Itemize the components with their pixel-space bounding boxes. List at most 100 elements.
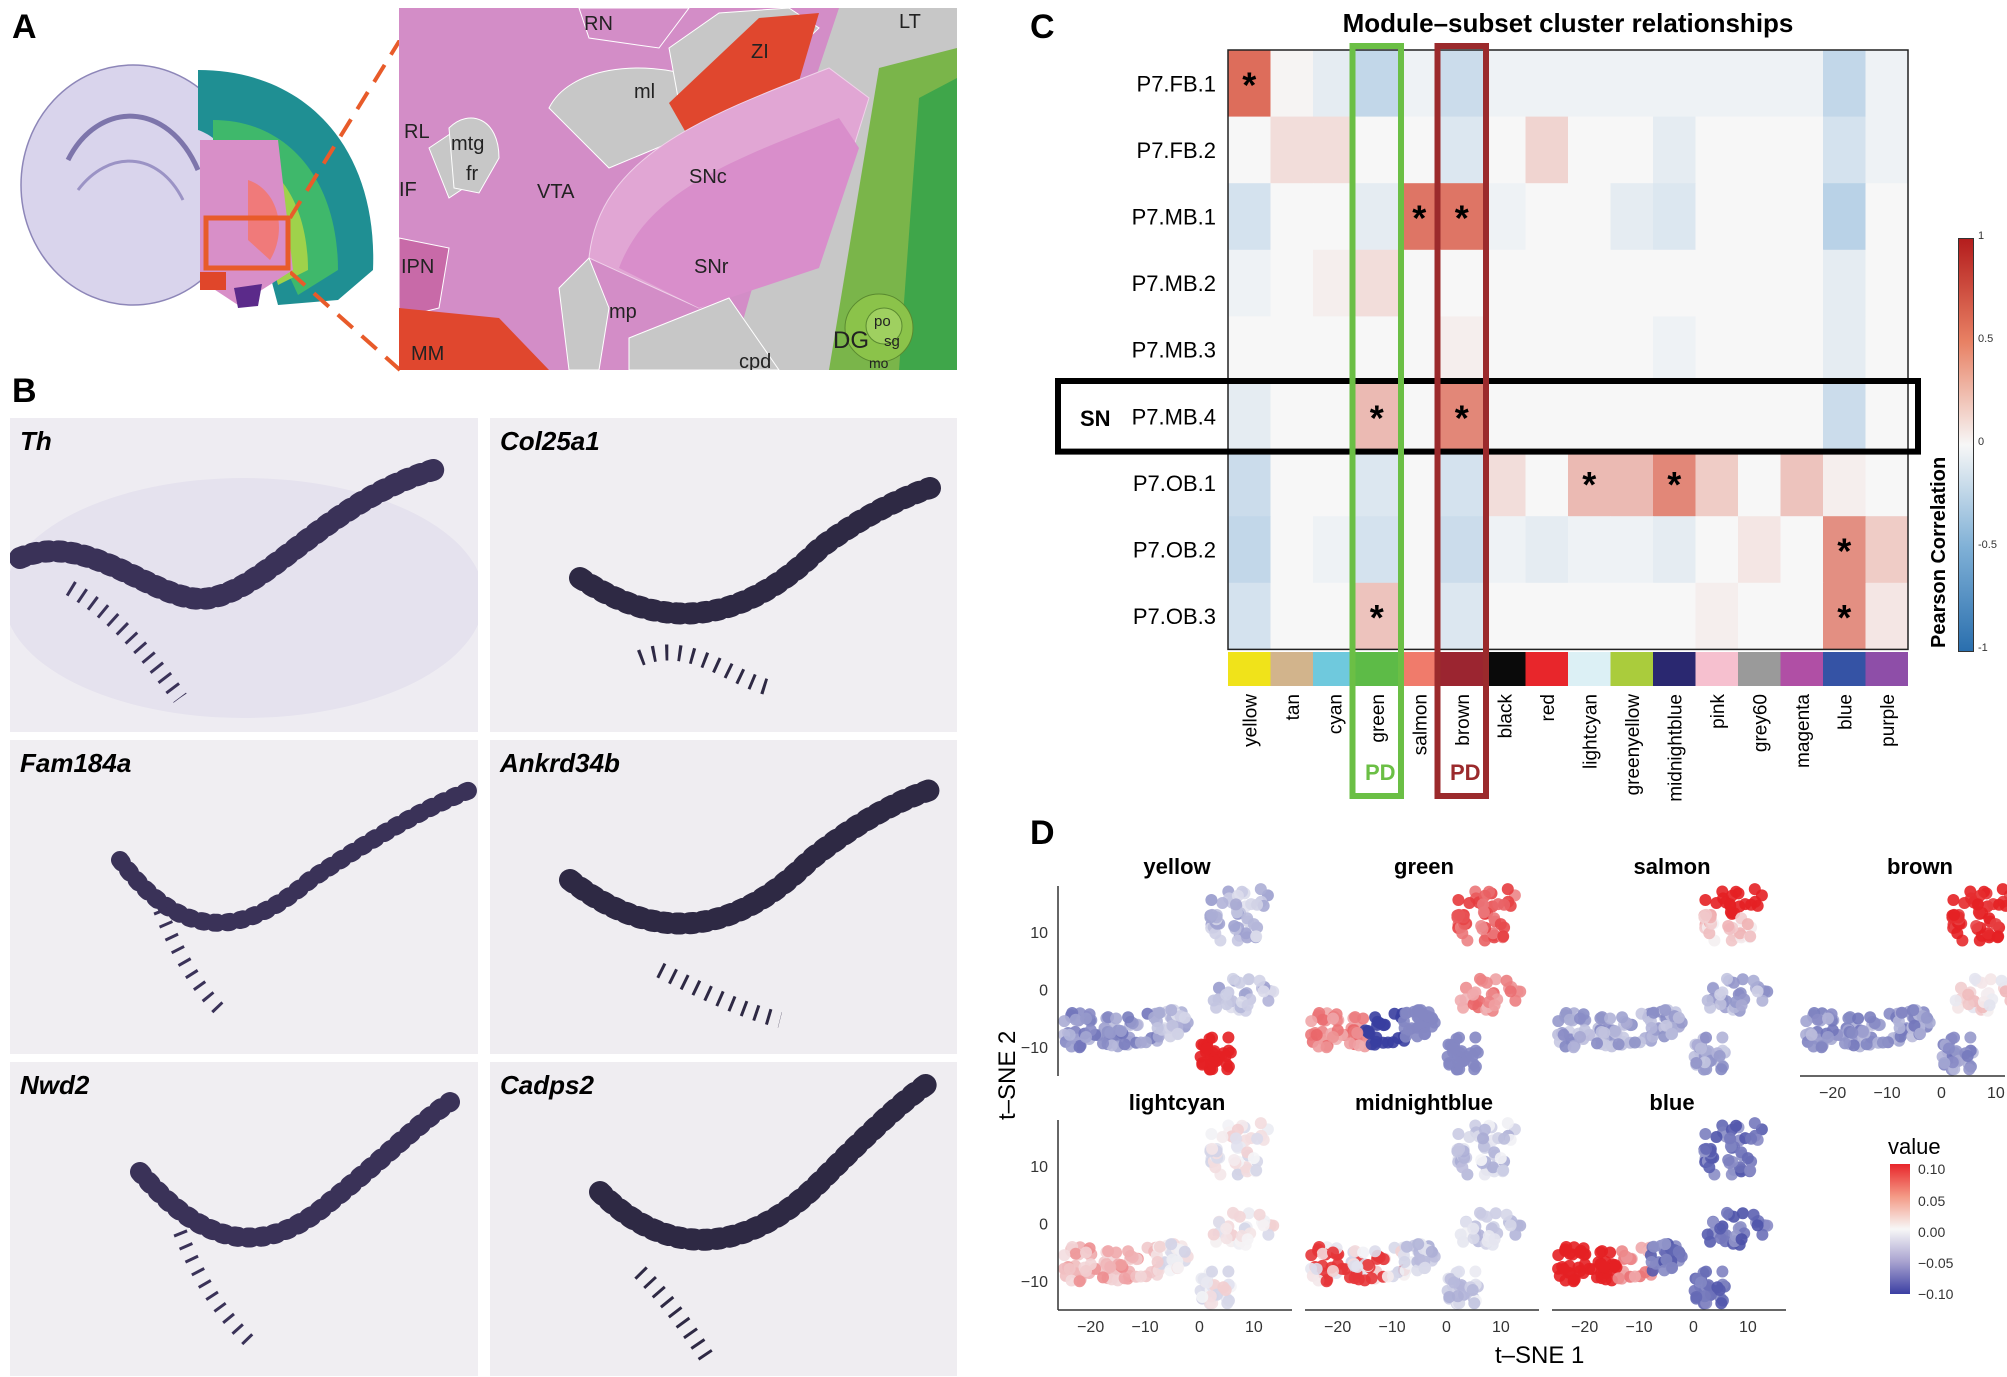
heatmap-cell xyxy=(1398,449,1441,517)
tsne-point-brown xyxy=(1999,985,2007,998)
tsne-point-midnightblue xyxy=(1497,1164,1510,1177)
row-label: P7.MB.2 xyxy=(1132,271,1216,296)
heatmap-cell xyxy=(1313,582,1356,650)
heatmap-cell xyxy=(1525,50,1569,118)
tsne-point-salmon xyxy=(1690,1057,1703,1069)
heatmap-cell xyxy=(1313,383,1356,451)
pearson-tick-neg-1: -1 xyxy=(1978,642,1988,654)
tsne-point-midnightblue xyxy=(1488,1233,1501,1246)
tsne-point-salmon xyxy=(1563,1013,1576,1026)
column-label: pink xyxy=(1708,694,1729,729)
tsne-point-salmon xyxy=(1714,988,1727,1001)
tsne-point-green xyxy=(1514,985,1527,998)
tsne-point-salmon xyxy=(1756,994,1769,1007)
column-label: yellow xyxy=(1240,694,1261,747)
tsne-point-salmon xyxy=(1567,1041,1580,1054)
heatmap-cell xyxy=(1780,316,1824,384)
tsne-point-yellow xyxy=(1220,988,1233,1001)
pd-highlight-box-brown xyxy=(1434,43,1489,799)
tsne-point-yellow xyxy=(1247,918,1260,931)
tsne-point-brown xyxy=(1822,1012,1834,1025)
heatmap-cell xyxy=(1440,183,1484,251)
tsne-point-green xyxy=(1310,1028,1323,1041)
tsne-point-blue xyxy=(1666,1261,1679,1274)
tsne-xtick-label: 10 xyxy=(1492,1319,1510,1336)
heatmap-cell xyxy=(1355,383,1399,451)
tsne-point-salmon xyxy=(1736,973,1749,986)
tsne-point-blue xyxy=(1609,1259,1621,1271)
heatmap-cell xyxy=(1780,582,1824,650)
tsne-point-midnightblue xyxy=(1504,1219,1517,1232)
tsne-point-midnightblue xyxy=(1412,1238,1425,1251)
tsne-point-lightcyan xyxy=(1253,1208,1266,1221)
tsne-point-yellow xyxy=(1209,927,1222,940)
tsne-point-salmon xyxy=(1557,1028,1570,1041)
module-color-swatch xyxy=(1440,652,1483,686)
tsne-point-yellow xyxy=(1122,1011,1135,1024)
tsne-point-green xyxy=(1443,1057,1456,1069)
tsne-point-salmon xyxy=(1725,934,1738,947)
tsne-point-yellow xyxy=(1134,1036,1147,1049)
heatmap-cell xyxy=(1610,316,1654,384)
tsne-point-brown xyxy=(1949,994,1962,1007)
tsne-point-blue xyxy=(1574,1246,1586,1259)
tsne-point-lightcyan xyxy=(1097,1271,1109,1284)
tsne-point-blue xyxy=(1756,1228,1769,1241)
tsne-point-yellow xyxy=(1172,1027,1185,1040)
tsne-point-blue xyxy=(1747,1208,1760,1221)
tsne-point-blue xyxy=(1736,1207,1749,1220)
tsne-point-brown xyxy=(1822,1031,1834,1043)
heatmap-cell xyxy=(1398,116,1441,184)
heatmap-cell xyxy=(1695,50,1739,118)
tsne-point-midnightblue xyxy=(1467,1232,1480,1245)
atlas-label-snc: SNc xyxy=(689,166,727,188)
tsne-point-lightcyan xyxy=(1216,1131,1229,1143)
heatmap-cell xyxy=(1313,183,1356,251)
tsne-point-lightcyan xyxy=(1201,1276,1213,1289)
module-color-swatch xyxy=(1228,652,1271,686)
tsne-point-midnightblue xyxy=(1365,1272,1378,1285)
heatmap-cell xyxy=(1440,249,1484,317)
tsne-point-lightcyan xyxy=(1206,1142,1219,1155)
heatmap-cell xyxy=(1865,116,1909,184)
tsne-point-green xyxy=(1357,1012,1370,1025)
tsne-point-green xyxy=(1351,1026,1364,1039)
heatmap-cell xyxy=(1398,582,1441,650)
tsne-point-lightcyan xyxy=(1227,1206,1239,1219)
tsne-point-brown xyxy=(1805,1028,1818,1041)
tsne-point-salmon xyxy=(1700,1031,1712,1044)
pearson-tick-neg-0-5: -0.5 xyxy=(1978,539,1997,551)
tsne-point-blue xyxy=(1724,1132,1736,1145)
facet-title-midnightblue: midnightblue xyxy=(1354,1090,1494,1115)
heatmap-svg: * * * * * * * * * * P7.FB.1 P7.FB.2 P7.MB.1 P7.MB.2 P7… xyxy=(1055,43,1921,802)
tsne-point-yellow xyxy=(1241,999,1254,1012)
panel-a-letter: A xyxy=(12,8,37,46)
tsne-point-lightcyan xyxy=(1254,1117,1267,1130)
tsne-xtick-label: −10 xyxy=(1378,1319,1405,1336)
tsne-point-brown xyxy=(1964,1031,1977,1044)
tsne-point-blue xyxy=(1700,1142,1713,1155)
tsne-point-brown xyxy=(1958,897,1971,909)
column-label: blue xyxy=(1835,694,1856,730)
tsne-point-yellow xyxy=(1267,985,1280,998)
heatmap-cell xyxy=(1780,516,1824,584)
tsne-point-salmon xyxy=(1735,999,1748,1012)
tsne-point-midnightblue xyxy=(1514,1219,1527,1232)
significance-star: * xyxy=(1370,597,1384,638)
tsne-point-lightcyan xyxy=(1242,1207,1255,1220)
tsne-point-yellow xyxy=(1058,1015,1071,1028)
tsne-point-yellow xyxy=(1257,985,1270,998)
tsne-point-lightcyan xyxy=(1122,1245,1135,1258)
tsne-point-green xyxy=(1398,1022,1411,1034)
tsne-ylabel: t–SNE 2 xyxy=(994,1030,1021,1120)
tsne-point-salmon xyxy=(1701,994,1714,1007)
tsne-point-blue xyxy=(1604,1246,1617,1259)
heatmap-cell xyxy=(1270,582,1314,650)
tsne-point-green xyxy=(1365,1038,1378,1051)
tsne-point-brown xyxy=(1852,1012,1865,1025)
heatmap-cell xyxy=(1823,249,1866,317)
tsne-point-brown xyxy=(1970,920,1983,932)
tsne-point-blue xyxy=(1700,1265,1712,1278)
tsne-point-blue xyxy=(1690,1291,1703,1303)
tsne-point-green xyxy=(1474,972,1486,985)
